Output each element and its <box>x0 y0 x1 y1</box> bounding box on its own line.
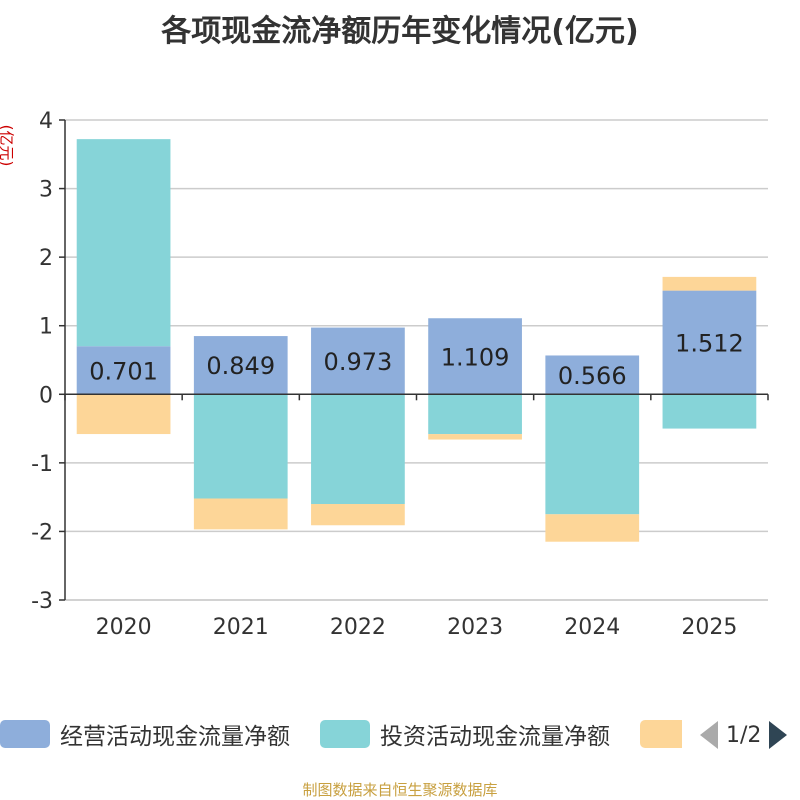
bar-chart: -3 -2 -1 0 1 2 3 4 2020 2021 2022 2023 2024 2025 0.70… <box>31 109 769 640</box>
bar-financing-2022 <box>311 504 405 526</box>
bar-financing-2025 <box>662 276 757 291</box>
bar-financing-2024 <box>545 514 640 542</box>
legend-label-investing: 投资活动现金流量净额 <box>380 724 610 750</box>
bar-investing-2022 <box>311 394 405 504</box>
bars <box>76 139 757 542</box>
bar-operating-2024 <box>545 355 640 395</box>
bar-financing-2023 <box>428 434 522 440</box>
bar-investing-2025 <box>662 394 757 429</box>
x-tick-label-2024: 2024 <box>564 615 620 640</box>
legend-swatch-investing <box>320 720 370 748</box>
data-label-operating-2020: 0.701 <box>89 357 158 385</box>
legend-item-financing[interactable] <box>640 714 682 754</box>
bar-operating-2025 <box>662 290 757 395</box>
data-label-operating-2024: 0.566 <box>558 362 627 390</box>
source-note: 制图数据来自恒生聚源数据库 <box>302 781 498 799</box>
bar-investing-2024 <box>545 394 640 515</box>
legend-item-operating[interactable]: 经营活动现金流量净额 <box>0 714 290 754</box>
legend-prev-page-icon[interactable] <box>700 721 718 749</box>
y-tick-label: 0 <box>39 383 53 408</box>
bar-investing-2021 <box>193 394 288 499</box>
y-tick-label: -2 <box>31 520 53 545</box>
chart-title: 各项现金流净额历年变化情况(亿元) <box>161 14 639 49</box>
legend: 经营活动现金流量净额 投资活动现金流量净额 1/2 <box>0 714 800 754</box>
y-tick-label: 2 <box>39 246 53 271</box>
y-tick-label: -1 <box>31 452 53 477</box>
bar-operating-2020 <box>76 346 171 395</box>
grid-lines <box>65 119 768 601</box>
bar-financing-2020 <box>76 394 171 435</box>
data-label-operating-2025: 1.512 <box>675 329 744 357</box>
x-tick-label-2021: 2021 <box>213 615 269 640</box>
data-label-operating-2022: 0.973 <box>324 348 393 376</box>
y-tick-label: 1 <box>39 315 53 340</box>
legend-label-operating: 经营活动现金流量净额 <box>60 724 290 750</box>
bar-investing-2020 <box>76 139 171 347</box>
bar-financing-2021 <box>193 498 288 530</box>
x-tick-label-2025: 2025 <box>681 615 737 640</box>
bar-operating-2021 <box>193 336 288 395</box>
x-tick-label-2023: 2023 <box>447 615 503 640</box>
legend-item-investing[interactable]: 投资活动现金流量净额 <box>320 714 610 754</box>
legend-swatch-financing <box>640 720 682 748</box>
data-label-operating-2021: 0.849 <box>206 352 275 380</box>
legend-pager: 1/2 <box>700 720 788 750</box>
legend-next-page-icon[interactable] <box>769 721 788 749</box>
data-label-operating-2023: 1.109 <box>441 343 510 371</box>
legend-swatch-operating <box>0 720 50 748</box>
x-tick-label-2020: 2020 <box>96 615 152 640</box>
bar-investing-2023 <box>428 394 522 435</box>
bar-operating-2022 <box>311 327 405 395</box>
data-labels: 0.701 0.849 0.973 1.109 0.566 1.512 <box>89 329 744 389</box>
y-tick-label: 3 <box>39 178 53 203</box>
axes: -3 -2 -1 0 1 2 3 4 2020 2021 2022 2023 2024 2025 <box>31 109 769 640</box>
legend-page-indicator: 1/2 <box>726 722 762 748</box>
x-tick-label-2022: 2022 <box>330 615 386 640</box>
y-tick-label: -3 <box>31 589 53 614</box>
bar-operating-2023 <box>428 318 522 395</box>
y-tick-label: 4 <box>39 109 53 134</box>
